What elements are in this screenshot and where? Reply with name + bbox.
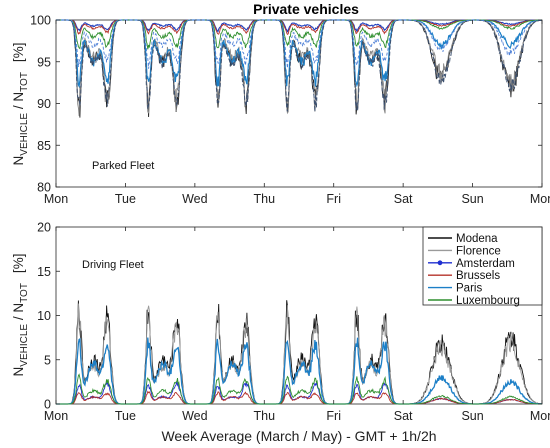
y-tick-label: 10 (37, 309, 51, 323)
ylabel-sub-tot: TOT (19, 72, 30, 92)
y-tick-label: 85 (37, 139, 51, 153)
ylabel-sub-tot: TOT (19, 283, 30, 303)
x-axis-label: Week Average (March / May) - GMT + 1h/2h (161, 428, 436, 444)
y-tick-label: 80 (37, 181, 51, 195)
x-tick-label: Thu (254, 409, 276, 423)
x-tick-label: Mon (530, 192, 550, 206)
y-tick-label: 100 (30, 14, 51, 28)
ylabel-sub-vehicle: VEHICLE (19, 324, 30, 367)
parked-y-axis-label: NVEHICLE / NTOT [%] (11, 43, 30, 166)
parked-fleet-panel: Private vehicles 80 85 90 95 100 Mon Tue Wed Th… (11, 1, 550, 206)
x-tick-label: Tue (115, 192, 136, 206)
legend-label-luxembourg: Luxembourg (456, 295, 520, 307)
y-tick-label: 20 (37, 221, 51, 235)
driving-series-lines (56, 300, 543, 405)
ylabel-slash-n: / N (11, 303, 26, 324)
parked-series-lines (56, 19, 543, 118)
legend-label-paris: Paris (456, 283, 482, 295)
legend-label-florence: Florence (456, 245, 501, 257)
legend-label-modena: Modena (456, 233, 498, 245)
y-tick-label: 15 (37, 265, 51, 279)
x-tick-label: Fri (326, 409, 341, 423)
x-tick-label: Thu (254, 192, 276, 206)
legend-box (422, 226, 543, 306)
legend-items: ModenaFlorenceAmsterdamBrusselsParisLuxe… (428, 233, 520, 307)
parked-x-ticks: Mon Tue Wed Thu Fri Sat Sun Mon (44, 20, 550, 206)
x-tick-label: Mon (530, 409, 550, 423)
driving-fleet-panel: 0 5 10 15 20 Mon Tue Wed Thu Fri Sat Sun Mon Drivin… (11, 221, 550, 445)
legend-label-amsterdam: Amsterdam (456, 258, 515, 270)
y-tick-label: 0 (44, 398, 51, 412)
driving-fleet-annotation: Driving Fleet (82, 259, 144, 271)
x-tick-label: Sat (394, 409, 413, 423)
ylabel-unit: [%] (11, 43, 26, 63)
legend-marker-amsterdam (437, 260, 443, 266)
x-tick-label: Mon (44, 409, 68, 423)
driving-y-axis-label: NVEHICLE / NTOT [%] (11, 254, 30, 377)
x-tick-label: Mon (44, 192, 68, 206)
parked-fleet-annotation: Parked Fleet (92, 160, 154, 172)
x-tick-label: Sat (394, 192, 413, 206)
parked-series-line-7 (56, 19, 543, 69)
x-tick-label: Wed (182, 409, 208, 423)
x-tick-label: Wed (182, 192, 208, 206)
y-tick-label: 95 (37, 55, 51, 69)
y-tick-label: 5 (44, 353, 51, 367)
x-tick-label: Tue (115, 409, 136, 423)
ylabel-sub-vehicle: VEHICLE (19, 113, 30, 156)
chart-title: Private vehicles (253, 1, 359, 17)
x-tick-label: Sun (461, 192, 483, 206)
parked-y-ticks: 80 85 90 95 100 (30, 14, 542, 195)
legend-label-brussels: Brussels (456, 270, 500, 282)
x-tick-label: Sun (461, 409, 483, 423)
ylabel-unit: [%] (11, 254, 26, 274)
parked-plot-area (55, 19, 543, 188)
x-tick-label: Fri (326, 192, 341, 206)
driving-y-ticks: 0 5 10 15 20 (37, 221, 542, 412)
ylabel-n: N (11, 156, 26, 166)
driving-x-ticks: Mon Tue Wed Thu Fri Sat Sun Mon (44, 227, 550, 423)
driving-series-line-luxembourg (56, 373, 542, 405)
ylabel-slash-n: / N (11, 92, 26, 113)
y-tick-label: 90 (37, 97, 51, 111)
ylabel-n: N (11, 367, 26, 377)
legend: ModenaFlorenceAmsterdamBrusselsParisLuxe… (422, 226, 543, 307)
